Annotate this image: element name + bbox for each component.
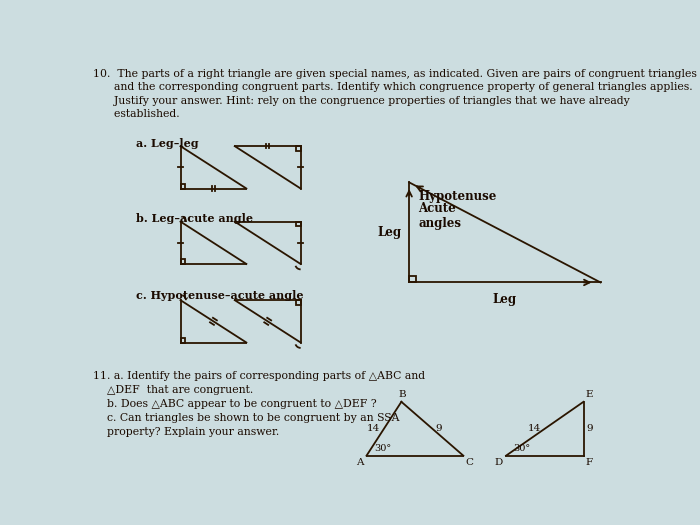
Text: B: B <box>398 390 406 398</box>
Text: 30°: 30° <box>514 444 531 454</box>
Text: c. Hypotenuse–acute angle: c. Hypotenuse–acute angle <box>136 290 303 301</box>
Text: a. Leg–leg: a. Leg–leg <box>136 138 198 149</box>
Text: 30°: 30° <box>374 444 391 454</box>
Text: Leg: Leg <box>493 293 517 306</box>
Text: 14: 14 <box>367 424 380 433</box>
Text: Hypotenuse: Hypotenuse <box>419 190 497 203</box>
Text: F: F <box>585 458 592 467</box>
Text: 11. a. Identify the pairs of corresponding parts of △ABC and
    △DEF  that are : 11. a. Identify the pairs of correspondi… <box>93 371 425 437</box>
Text: 14: 14 <box>528 424 541 433</box>
Text: A: A <box>356 458 363 467</box>
Text: E: E <box>586 390 594 398</box>
Text: C: C <box>465 458 473 467</box>
Text: 9: 9 <box>587 424 593 433</box>
Text: b. Leg–acute angle: b. Leg–acute angle <box>136 213 253 224</box>
Text: Leg: Leg <box>377 226 401 239</box>
Text: 10.  The parts of a right triangle are given special names, as indicated. Given : 10. The parts of a right triangle are gi… <box>93 69 696 119</box>
Text: D: D <box>495 458 503 467</box>
Text: Acute
angles: Acute angles <box>419 202 461 229</box>
Text: 9: 9 <box>435 424 442 433</box>
